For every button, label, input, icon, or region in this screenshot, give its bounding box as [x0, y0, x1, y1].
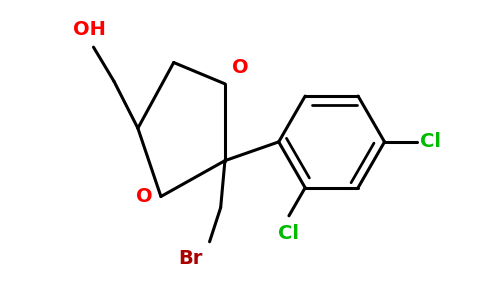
Text: O: O — [136, 187, 152, 206]
Text: Cl: Cl — [420, 132, 440, 152]
Text: Cl: Cl — [278, 224, 300, 243]
Text: OH: OH — [73, 20, 106, 39]
Text: O: O — [232, 58, 248, 77]
Text: Br: Br — [179, 249, 203, 268]
